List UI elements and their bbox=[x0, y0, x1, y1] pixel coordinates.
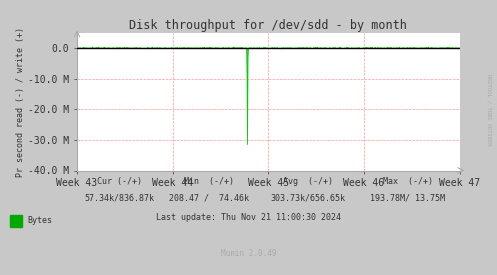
Title: Disk throughput for /dev/sdd - by month: Disk throughput for /dev/sdd - by month bbox=[129, 19, 408, 32]
Text: Cur (-/+): Cur (-/+) bbox=[97, 177, 142, 186]
Text: RRDTOOL / TOBI OETIKER: RRDTOOL / TOBI OETIKER bbox=[486, 74, 491, 146]
Text: Max  (-/+): Max (-/+) bbox=[383, 177, 432, 186]
Text: 193.78M/ 13.75M: 193.78M/ 13.75M bbox=[370, 194, 445, 203]
Text: Bytes: Bytes bbox=[27, 216, 52, 225]
Text: Munin 2.0.49: Munin 2.0.49 bbox=[221, 249, 276, 258]
Bar bbox=[10, 215, 22, 227]
Text: Avg  (-/+): Avg (-/+) bbox=[283, 177, 333, 186]
Y-axis label: Pr second read (-) / write (+): Pr second read (-) / write (+) bbox=[16, 27, 25, 177]
Text: Last update: Thu Nov 21 11:00:30 2024: Last update: Thu Nov 21 11:00:30 2024 bbox=[156, 213, 341, 222]
Text: Min  (-/+): Min (-/+) bbox=[184, 177, 234, 186]
Text: 57.34k/836.87k: 57.34k/836.87k bbox=[84, 194, 154, 203]
Text: 208.47 /  74.46k: 208.47 / 74.46k bbox=[169, 194, 248, 203]
Text: 303.73k/656.65k: 303.73k/656.65k bbox=[271, 194, 345, 203]
